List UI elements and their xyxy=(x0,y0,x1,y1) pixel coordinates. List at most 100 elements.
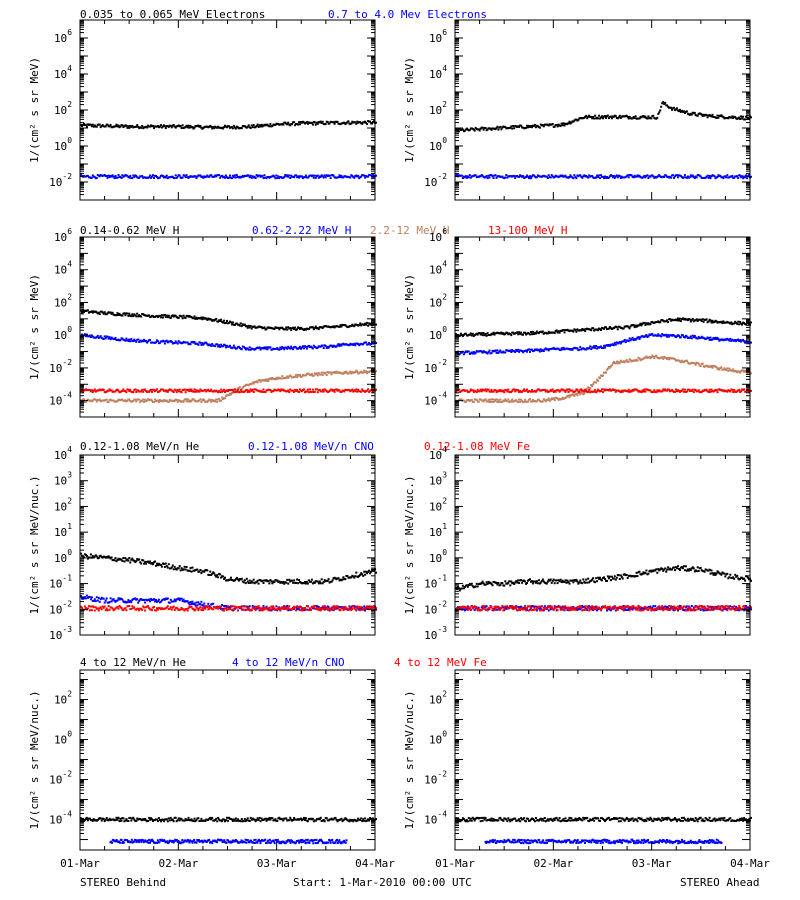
data-point xyxy=(510,351,513,353)
data-point xyxy=(205,317,208,320)
data-point xyxy=(298,327,300,329)
data-point xyxy=(220,576,223,579)
data-point xyxy=(673,176,675,179)
data-point xyxy=(142,559,145,562)
data-point xyxy=(320,578,323,581)
data-point xyxy=(193,388,196,391)
data-point xyxy=(216,400,219,403)
data-point xyxy=(267,379,270,382)
data-point xyxy=(356,390,359,393)
data-point xyxy=(661,390,664,393)
data-point xyxy=(123,312,126,315)
data-point xyxy=(685,390,688,393)
data-point xyxy=(239,322,242,325)
data-point xyxy=(509,126,512,129)
data-point xyxy=(289,177,292,179)
data-point xyxy=(718,368,721,371)
data-point xyxy=(135,125,138,128)
data-point xyxy=(129,561,132,564)
data-point xyxy=(276,177,279,180)
data-point xyxy=(312,328,315,331)
data-point xyxy=(342,176,345,179)
data-point xyxy=(121,559,124,562)
data-point xyxy=(662,101,665,104)
data-point xyxy=(512,331,515,334)
data-point xyxy=(339,176,342,179)
data-point xyxy=(652,114,655,117)
data-point xyxy=(140,562,143,565)
data-point xyxy=(478,129,481,132)
data-point xyxy=(316,391,319,394)
data-point xyxy=(222,345,225,348)
data-point xyxy=(299,123,301,126)
data-point xyxy=(362,574,365,577)
data-point xyxy=(95,336,98,339)
data-point xyxy=(354,371,357,373)
data-point xyxy=(636,174,639,177)
data-point xyxy=(470,351,473,354)
data-point xyxy=(169,317,172,319)
data-point xyxy=(363,570,366,573)
data-point xyxy=(526,350,528,353)
data-point xyxy=(244,582,247,585)
data-point xyxy=(126,558,129,561)
y-tick-label: 10 xyxy=(429,264,442,277)
data-point xyxy=(116,176,119,179)
data-point xyxy=(213,127,216,130)
data-point xyxy=(504,125,507,128)
data-point xyxy=(250,580,253,583)
data-point xyxy=(702,320,705,323)
data-point xyxy=(526,174,528,177)
data-point xyxy=(223,388,226,391)
data-point xyxy=(307,391,310,394)
data-point xyxy=(591,385,594,388)
data-point xyxy=(522,389,525,392)
data-point xyxy=(535,400,538,403)
data-point xyxy=(294,375,297,378)
data-point xyxy=(479,175,482,178)
data-point xyxy=(371,122,374,125)
data-point xyxy=(663,175,666,178)
data-point xyxy=(210,174,213,177)
data-point xyxy=(471,332,474,335)
data-point xyxy=(594,346,597,349)
data-point xyxy=(272,390,275,393)
data-point xyxy=(510,391,513,393)
data-point xyxy=(83,311,85,313)
data-point xyxy=(719,174,722,177)
data-point xyxy=(266,123,269,126)
data-point xyxy=(720,114,723,117)
data-point xyxy=(284,174,287,176)
data-point xyxy=(357,174,360,177)
data-point xyxy=(715,117,718,119)
data-point xyxy=(522,175,525,177)
data-point xyxy=(187,124,190,127)
data-point xyxy=(626,174,629,177)
data-point xyxy=(313,174,316,177)
data-point xyxy=(243,390,246,393)
data-point xyxy=(592,116,595,118)
data-point xyxy=(498,389,501,392)
data-point xyxy=(553,125,556,128)
data-point xyxy=(653,357,656,360)
data-point xyxy=(521,390,524,393)
data-point xyxy=(552,397,555,400)
data-point xyxy=(307,328,310,330)
data-point xyxy=(98,336,101,339)
data-point xyxy=(484,388,487,391)
data-point xyxy=(257,125,260,128)
series-points xyxy=(455,174,752,180)
data-point xyxy=(107,555,110,558)
data-point xyxy=(321,327,324,329)
data-point xyxy=(146,126,149,129)
data-point xyxy=(191,566,194,569)
y-tick-label: 10 xyxy=(54,329,67,342)
data-point xyxy=(651,333,654,335)
data-point xyxy=(228,125,230,128)
data-point xyxy=(296,388,299,391)
data-point xyxy=(298,176,300,179)
data-point xyxy=(545,389,548,392)
data-point xyxy=(278,389,281,392)
data-point xyxy=(149,174,152,177)
